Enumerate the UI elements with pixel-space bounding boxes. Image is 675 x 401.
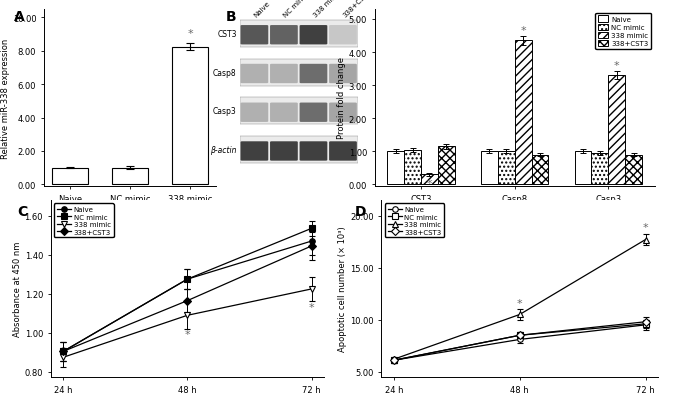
Text: *: * xyxy=(614,61,620,71)
FancyBboxPatch shape xyxy=(240,21,358,48)
FancyBboxPatch shape xyxy=(240,60,358,87)
Text: C: C xyxy=(17,205,27,219)
Bar xyxy=(387,152,404,185)
FancyBboxPatch shape xyxy=(329,103,357,123)
Text: 338+CST3: 338+CST3 xyxy=(342,0,372,18)
Legend: Naive, NC mimic, 338 mimic, 338+CST3: Naive, NC mimic, 338 mimic, 338+CST3 xyxy=(595,14,651,50)
Text: Naive: Naive xyxy=(253,0,271,18)
Y-axis label: Absorbance at 450 nm: Absorbance at 450 nm xyxy=(13,241,22,336)
Bar xyxy=(574,152,591,185)
FancyBboxPatch shape xyxy=(240,142,268,161)
Text: D: D xyxy=(354,205,366,219)
Text: B: B xyxy=(226,10,237,24)
Text: *: * xyxy=(184,329,190,339)
Bar xyxy=(608,76,625,185)
Text: *: * xyxy=(427,178,432,188)
Text: *: * xyxy=(520,25,526,35)
FancyBboxPatch shape xyxy=(270,26,298,45)
Bar xyxy=(625,155,642,185)
Bar xyxy=(514,41,531,185)
FancyBboxPatch shape xyxy=(240,26,268,45)
Bar xyxy=(481,152,498,185)
FancyBboxPatch shape xyxy=(329,142,357,161)
Text: *: * xyxy=(517,298,522,308)
Text: Casp3: Casp3 xyxy=(213,107,237,116)
FancyBboxPatch shape xyxy=(329,26,357,45)
Text: *: * xyxy=(187,29,193,39)
FancyBboxPatch shape xyxy=(270,65,298,84)
FancyBboxPatch shape xyxy=(240,98,358,125)
FancyBboxPatch shape xyxy=(270,103,298,123)
Text: A: A xyxy=(14,10,24,24)
FancyBboxPatch shape xyxy=(300,65,327,84)
Y-axis label: Protein fold change: Protein fold change xyxy=(337,57,346,139)
Bar xyxy=(112,168,148,185)
Text: β-actin: β-actin xyxy=(210,146,237,155)
Text: *: * xyxy=(643,223,649,233)
Bar xyxy=(172,47,208,185)
Text: *: * xyxy=(308,302,315,312)
Bar xyxy=(531,155,548,185)
Text: Casp8: Casp8 xyxy=(213,69,237,77)
Text: NC mimic: NC mimic xyxy=(282,0,310,18)
Legend: Naive, NC mimic, 338 mimic, 338+CST3: Naive, NC mimic, 338 mimic, 338+CST3 xyxy=(54,204,113,238)
FancyBboxPatch shape xyxy=(300,142,327,161)
FancyBboxPatch shape xyxy=(300,103,327,123)
FancyBboxPatch shape xyxy=(240,65,268,84)
Y-axis label: Relative miR-338 expression: Relative miR-338 expression xyxy=(1,38,10,158)
Legend: Naive, NC mimic, 338 mimic, 338+CST3: Naive, NC mimic, 338 mimic, 338+CST3 xyxy=(385,204,444,238)
Bar xyxy=(52,168,88,185)
Bar xyxy=(498,152,514,185)
FancyBboxPatch shape xyxy=(240,103,268,123)
Bar xyxy=(591,154,608,185)
FancyBboxPatch shape xyxy=(270,142,298,161)
Text: 338 mimic: 338 mimic xyxy=(312,0,342,18)
Bar xyxy=(404,150,421,185)
Y-axis label: Apoptotic cell number (× 10³): Apoptotic cell number (× 10³) xyxy=(338,226,348,351)
FancyBboxPatch shape xyxy=(300,26,327,45)
Text: CST3: CST3 xyxy=(217,30,237,39)
Bar xyxy=(438,147,455,185)
FancyBboxPatch shape xyxy=(329,65,357,84)
Bar xyxy=(421,175,438,185)
FancyBboxPatch shape xyxy=(240,137,358,164)
